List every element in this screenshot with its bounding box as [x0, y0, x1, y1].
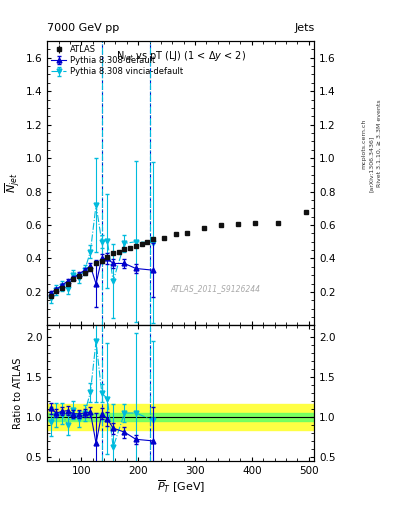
Legend: ATLAS, Pythia 8.308 default, Pythia 8.308 vincia-default: ATLAS, Pythia 8.308 default, Pythia 8.30… [50, 44, 184, 78]
Y-axis label: $\overline{N}_{jet}$: $\overline{N}_{jet}$ [4, 173, 23, 194]
Text: Jets: Jets [294, 23, 314, 33]
Text: mcplots.cern.ch: mcplots.cern.ch [361, 118, 366, 168]
Text: ATLAS_2011_S9126244: ATLAS_2011_S9126244 [171, 284, 261, 293]
Text: Rivet 3.1.10, ≥ 3.3M events: Rivet 3.1.10, ≥ 3.3M events [377, 99, 382, 187]
Y-axis label: Ratio to ATLAS: Ratio to ATLAS [13, 357, 23, 429]
X-axis label: $\overline{P}_T$ [GeV]: $\overline{P}_T$ [GeV] [157, 478, 205, 495]
Text: N$_{jet}$ vs pT (LJ) (1 < $\Delta y$ < 2): N$_{jet}$ vs pT (LJ) (1 < $\Delta y$ < 2… [116, 50, 246, 64]
Text: 7000 GeV pp: 7000 GeV pp [47, 23, 119, 33]
Text: [arXiv:1306.3436]: [arXiv:1306.3436] [369, 136, 374, 192]
